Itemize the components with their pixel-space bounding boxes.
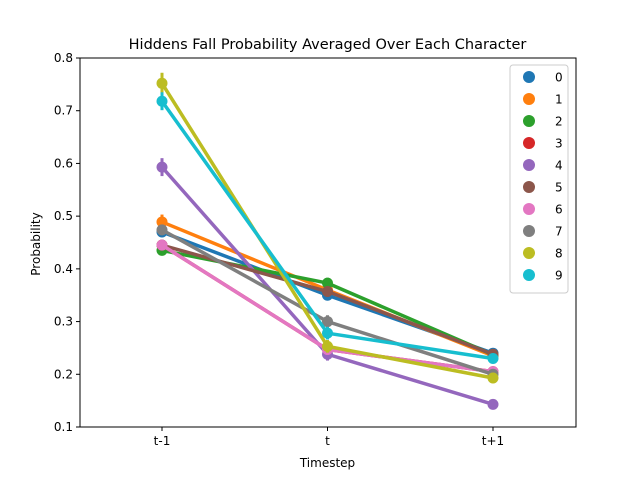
data-point	[322, 327, 333, 339]
legend: 0 1 2 3 4 5 6 7 8 9	[509, 64, 569, 294]
y-tick-label: 0.1	[54, 420, 73, 434]
data-point	[487, 398, 499, 410]
axes: 0.1 0.2 0.3 0.4 0.5 0.6 0.7 0.8 t-1 t t+1	[54, 51, 577, 448]
legend-marker	[523, 225, 535, 237]
y-tick-label: 0.6	[54, 156, 73, 170]
legend-label: 1	[555, 93, 563, 107]
legend-marker	[523, 269, 535, 281]
data-point	[156, 216, 168, 228]
chart-title: Hiddens Fall Probability Averaged Over E…	[129, 37, 527, 53]
data-point	[156, 224, 168, 236]
legend-marker	[523, 203, 535, 215]
series-8	[156, 72, 499, 384]
data-point	[322, 340, 333, 352]
x-axis-label: Timestep	[299, 456, 355, 470]
data-point	[156, 95, 168, 107]
legend-label: 9	[555, 269, 563, 283]
legend-label: 2	[555, 115, 563, 129]
legend-marker	[523, 93, 535, 105]
legend-marker	[523, 181, 535, 193]
y-tick-label: 0.3	[54, 315, 73, 329]
legend-label: 0	[555, 71, 563, 85]
legend-label: 8	[555, 247, 563, 261]
legend-marker	[523, 159, 535, 171]
data-point	[156, 239, 168, 251]
data-point	[322, 286, 333, 298]
legend-label: 7	[555, 225, 563, 239]
y-axis-label: Probability	[29, 212, 43, 275]
x-tick-label: t	[325, 434, 330, 448]
legend-label: 6	[555, 203, 563, 217]
data-point	[487, 352, 499, 364]
x-tick-label: t+1	[482, 434, 504, 448]
data-point	[156, 77, 168, 89]
data-point	[156, 161, 168, 173]
legend-label: 5	[555, 181, 563, 195]
y-tick-label: 0.5	[54, 209, 73, 223]
y-tick-label: 0.8	[54, 51, 73, 65]
data-point	[322, 277, 333, 289]
data-point	[322, 316, 333, 328]
legend-marker	[523, 115, 535, 127]
data-point	[487, 372, 499, 384]
plot-area	[156, 72, 499, 410]
legend-marker	[523, 71, 535, 83]
legend-marker	[523, 247, 535, 259]
y-tick-label: 0.7	[54, 104, 73, 118]
legend-label: 3	[555, 137, 563, 151]
legend-label: 4	[555, 159, 563, 173]
y-tick-label: 0.4	[54, 262, 73, 276]
legend-marker	[523, 137, 535, 149]
series-9	[156, 92, 499, 364]
y-tick-label: 0.2	[54, 367, 73, 381]
x-tick-label: t-1	[154, 434, 171, 448]
